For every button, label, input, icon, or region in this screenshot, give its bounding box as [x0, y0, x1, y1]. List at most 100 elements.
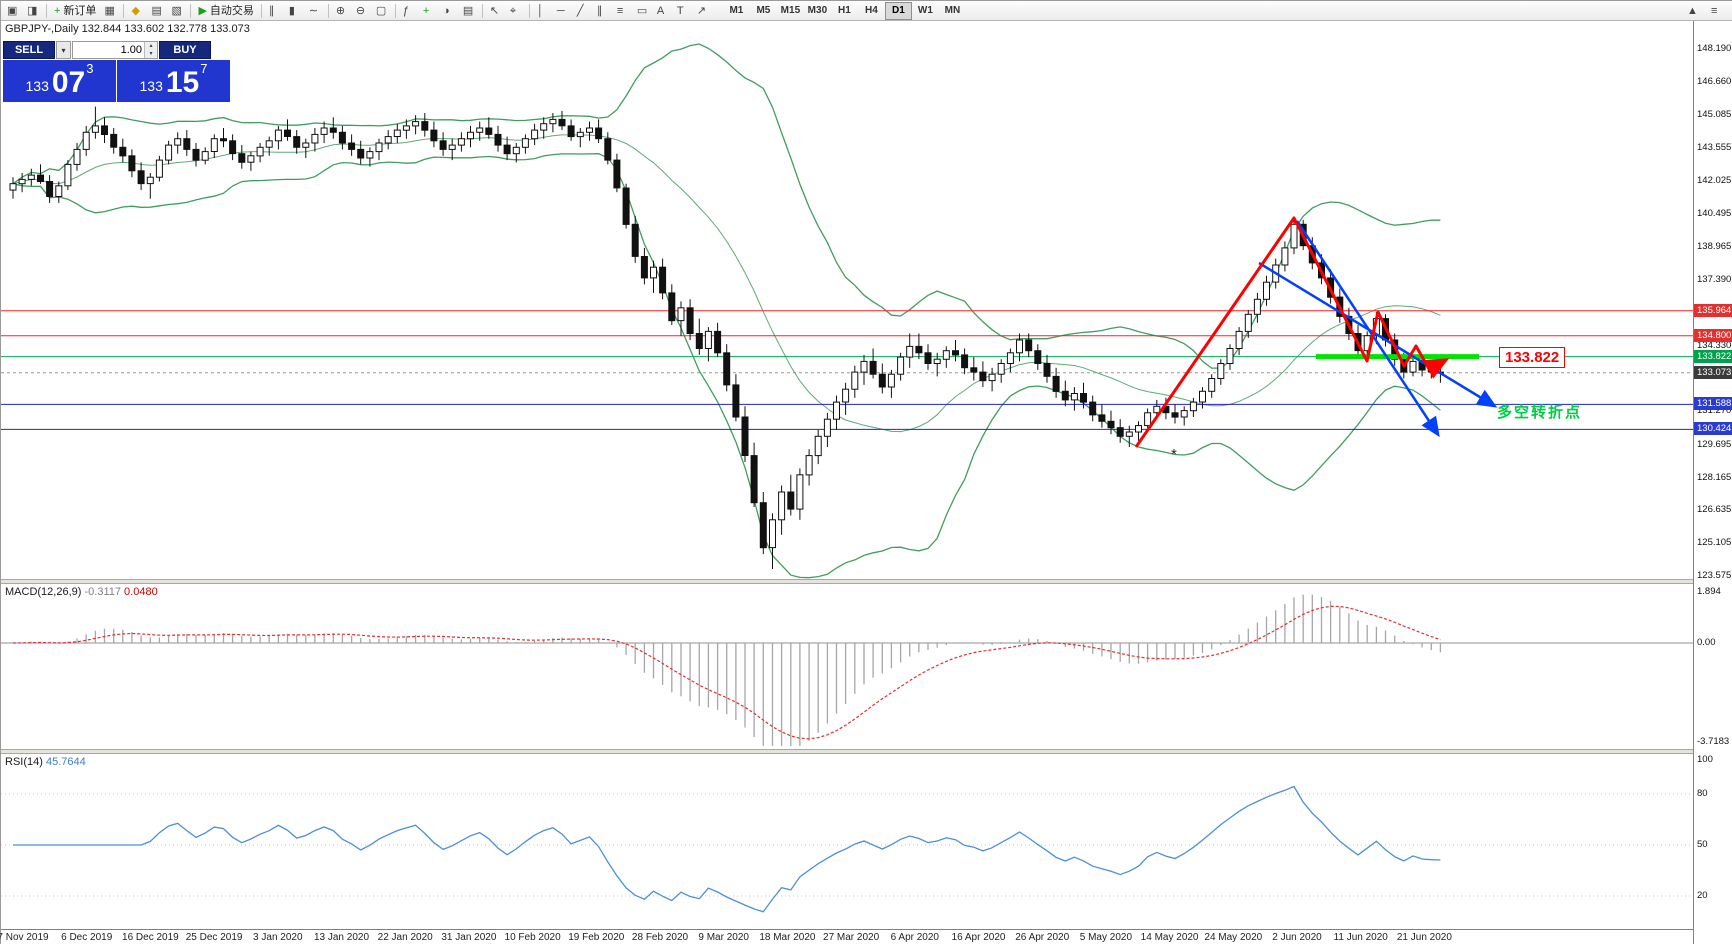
- add-indicator-icon[interactable]: +: [419, 2, 439, 20]
- pane-splitter[interactable]: [1, 579, 1693, 584]
- line-chart-icon: ∼: [308, 4, 319, 17]
- candle-body: [567, 125, 575, 138]
- volume-input[interactable]: [73, 42, 144, 58]
- candle-body: [823, 418, 831, 437]
- horizontal-line-icon[interactable]: ─: [553, 2, 573, 20]
- timeframe-d1[interactable]: D1: [884, 1, 912, 20]
- vertical-line-icon[interactable]: │: [533, 2, 553, 20]
- macd-pane[interactable]: MACD(12,26,9) -0.3117 0.0480: [1, 584, 1693, 749]
- price-callout-label[interactable]: 133.822: [1499, 347, 1566, 368]
- candle-body: [256, 146, 264, 157]
- fibonacci-icon[interactable]: ≡: [613, 2, 633, 20]
- charts-grid-icon[interactable]: ▦: [100, 2, 120, 20]
- price-axis-tick: 134.330: [1697, 339, 1732, 351]
- timeframe-mn[interactable]: MN: [939, 2, 966, 20]
- shapes-icon[interactable]: ▭: [633, 2, 653, 20]
- channel-icon[interactable]: ∥: [593, 2, 613, 20]
- candlestick-chart-icon[interactable]: ▮: [285, 2, 305, 20]
- candle-body: [293, 136, 301, 148]
- volume-decrease-button[interactable]: ▾: [145, 50, 157, 58]
- channel-icon: ∥: [596, 4, 603, 17]
- timeframe-m1[interactable]: M1: [723, 2, 750, 20]
- crosshair-icon[interactable]: ⌖: [506, 2, 526, 20]
- candle-body: [302, 142, 310, 148]
- buy-price-display[interactable]: 133 15 7: [117, 60, 230, 102]
- price-axis[interactable]: 148.190 146.660 145.085 143.555 142.025 140.4…: [1693, 21, 1732, 944]
- rsi-line: [13, 785, 1441, 913]
- zoom-out-icon[interactable]: ⊖: [352, 2, 372, 20]
- reversal-point-note[interactable]: 多空转折点: [1497, 404, 1583, 421]
- chart-ohlc-header: GBPJPY-,Daily 132.844 133.602 132.778 13…: [5, 23, 250, 35]
- date-axis-label: 25 Dec 2019: [185, 932, 243, 943]
- rsi-axis-label: 100: [1697, 754, 1713, 765]
- trendline-icon[interactable]: ╱: [573, 2, 593, 20]
- timeframe-w1[interactable]: W1: [912, 2, 939, 20]
- candle-body: [1244, 313, 1252, 332]
- new-order-button[interactable]: + 新订单: [50, 2, 100, 20]
- timeframe-m30[interactable]: M30: [804, 2, 831, 20]
- line-chart-icon[interactable]: ∼: [305, 2, 325, 20]
- macd-signal-value: 0.0480: [124, 586, 158, 598]
- text-icon[interactable]: A: [653, 2, 673, 20]
- indicators-icon[interactable]: ƒ: [399, 2, 419, 20]
- time-axis[interactable]: 7 Nov 2019 6 Dec 2019 16 Dec 2019 25 Dec 20…: [0, 929, 1693, 944]
- candle-body: [448, 144, 456, 150]
- navigator-icon[interactable]: ▧: [167, 2, 187, 20]
- indicators-icon: ƒ: [402, 4, 410, 17]
- candlestick-chart-icon: ▮: [288, 4, 295, 17]
- price-level-badge: 134.800: [1694, 328, 1732, 342]
- price-path-arrow[interactable]: [1134, 216, 1450, 448]
- tick-chart-icon[interactable]: ◨: [23, 2, 43, 20]
- candle-body: [210, 138, 218, 152]
- price-level-badge: 130.424: [1694, 422, 1732, 436]
- timeframe-m5[interactable]: M5: [750, 2, 777, 20]
- candle-body: [558, 118, 566, 127]
- candle-body: [128, 155, 136, 172]
- candle-body: [686, 307, 694, 334]
- volume-increase-button[interactable]: ▴: [145, 42, 157, 50]
- zoom-in-icon[interactable]: ⊕: [332, 2, 352, 20]
- candle-body: [906, 345, 914, 358]
- chart-scroll-icon[interactable]: ▲: [1683, 2, 1703, 20]
- candle-body: [915, 345, 923, 354]
- macd-signal-line: [12, 605, 1441, 740]
- date-axis-label: 3 Jan 2020: [253, 932, 303, 943]
- candle-body: [1089, 401, 1097, 416]
- candle-body: [897, 356, 905, 375]
- label-icon[interactable]: T: [673, 2, 693, 20]
- candle-body: [631, 223, 639, 257]
- candle-body: [604, 138, 612, 161]
- arrow-tools-icon[interactable]: ↗: [693, 2, 713, 20]
- toolbar-separator: [394, 3, 396, 18]
- price-axis-tick: 131.270: [1697, 405, 1732, 417]
- periods-icon[interactable]: ◑: [439, 2, 459, 20]
- pane-splitter[interactable]: [1, 749, 1693, 754]
- bar-chart-icon[interactable]: ∥: [265, 2, 285, 20]
- autotrading-button[interactable]: ▶ 自动交易: [194, 2, 257, 20]
- candle-body: [869, 360, 877, 375]
- macd-axis-label: 0.00: [1697, 637, 1716, 648]
- tile-windows-icon[interactable]: ▢: [372, 2, 392, 20]
- buy-button[interactable]: BUY: [159, 41, 211, 59]
- date-axis-label: 31 Jan 2020: [441, 932, 497, 943]
- price-chart-pane[interactable]: GBPJPY-,Daily 132.844 133.602 132.778 13…: [1, 21, 1693, 579]
- window-menu-icon[interactable]: ≡: [1707, 2, 1727, 20]
- candle-body: [412, 121, 420, 127]
- order-type-dropdown[interactable]: ▾: [56, 41, 71, 59]
- templates-icon[interactable]: ▤: [459, 2, 479, 20]
- timeframe-h1[interactable]: H1: [831, 2, 858, 20]
- sell-button[interactable]: SELL: [3, 41, 55, 59]
- data-window-icon[interactable]: ▤: [147, 2, 167, 20]
- descending-trendline[interactable]: [1295, 220, 1440, 438]
- timeframe-m15[interactable]: M15: [777, 2, 804, 20]
- candle-body: [146, 176, 154, 185]
- timeframe-h4[interactable]: H4: [858, 2, 885, 20]
- new-window-icon[interactable]: ▣: [3, 2, 23, 20]
- candle-body: [988, 373, 996, 382]
- candle-body: [485, 127, 493, 135]
- cursor-icon[interactable]: ↖: [486, 2, 506, 20]
- descending-trendline[interactable]: [1258, 261, 1498, 408]
- rsi-pane[interactable]: RSI(14) 45.7644: [1, 754, 1693, 929]
- sell-price-display[interactable]: 133 07 3: [3, 60, 116, 102]
- market-watch-icon[interactable]: ◆: [127, 2, 147, 20]
